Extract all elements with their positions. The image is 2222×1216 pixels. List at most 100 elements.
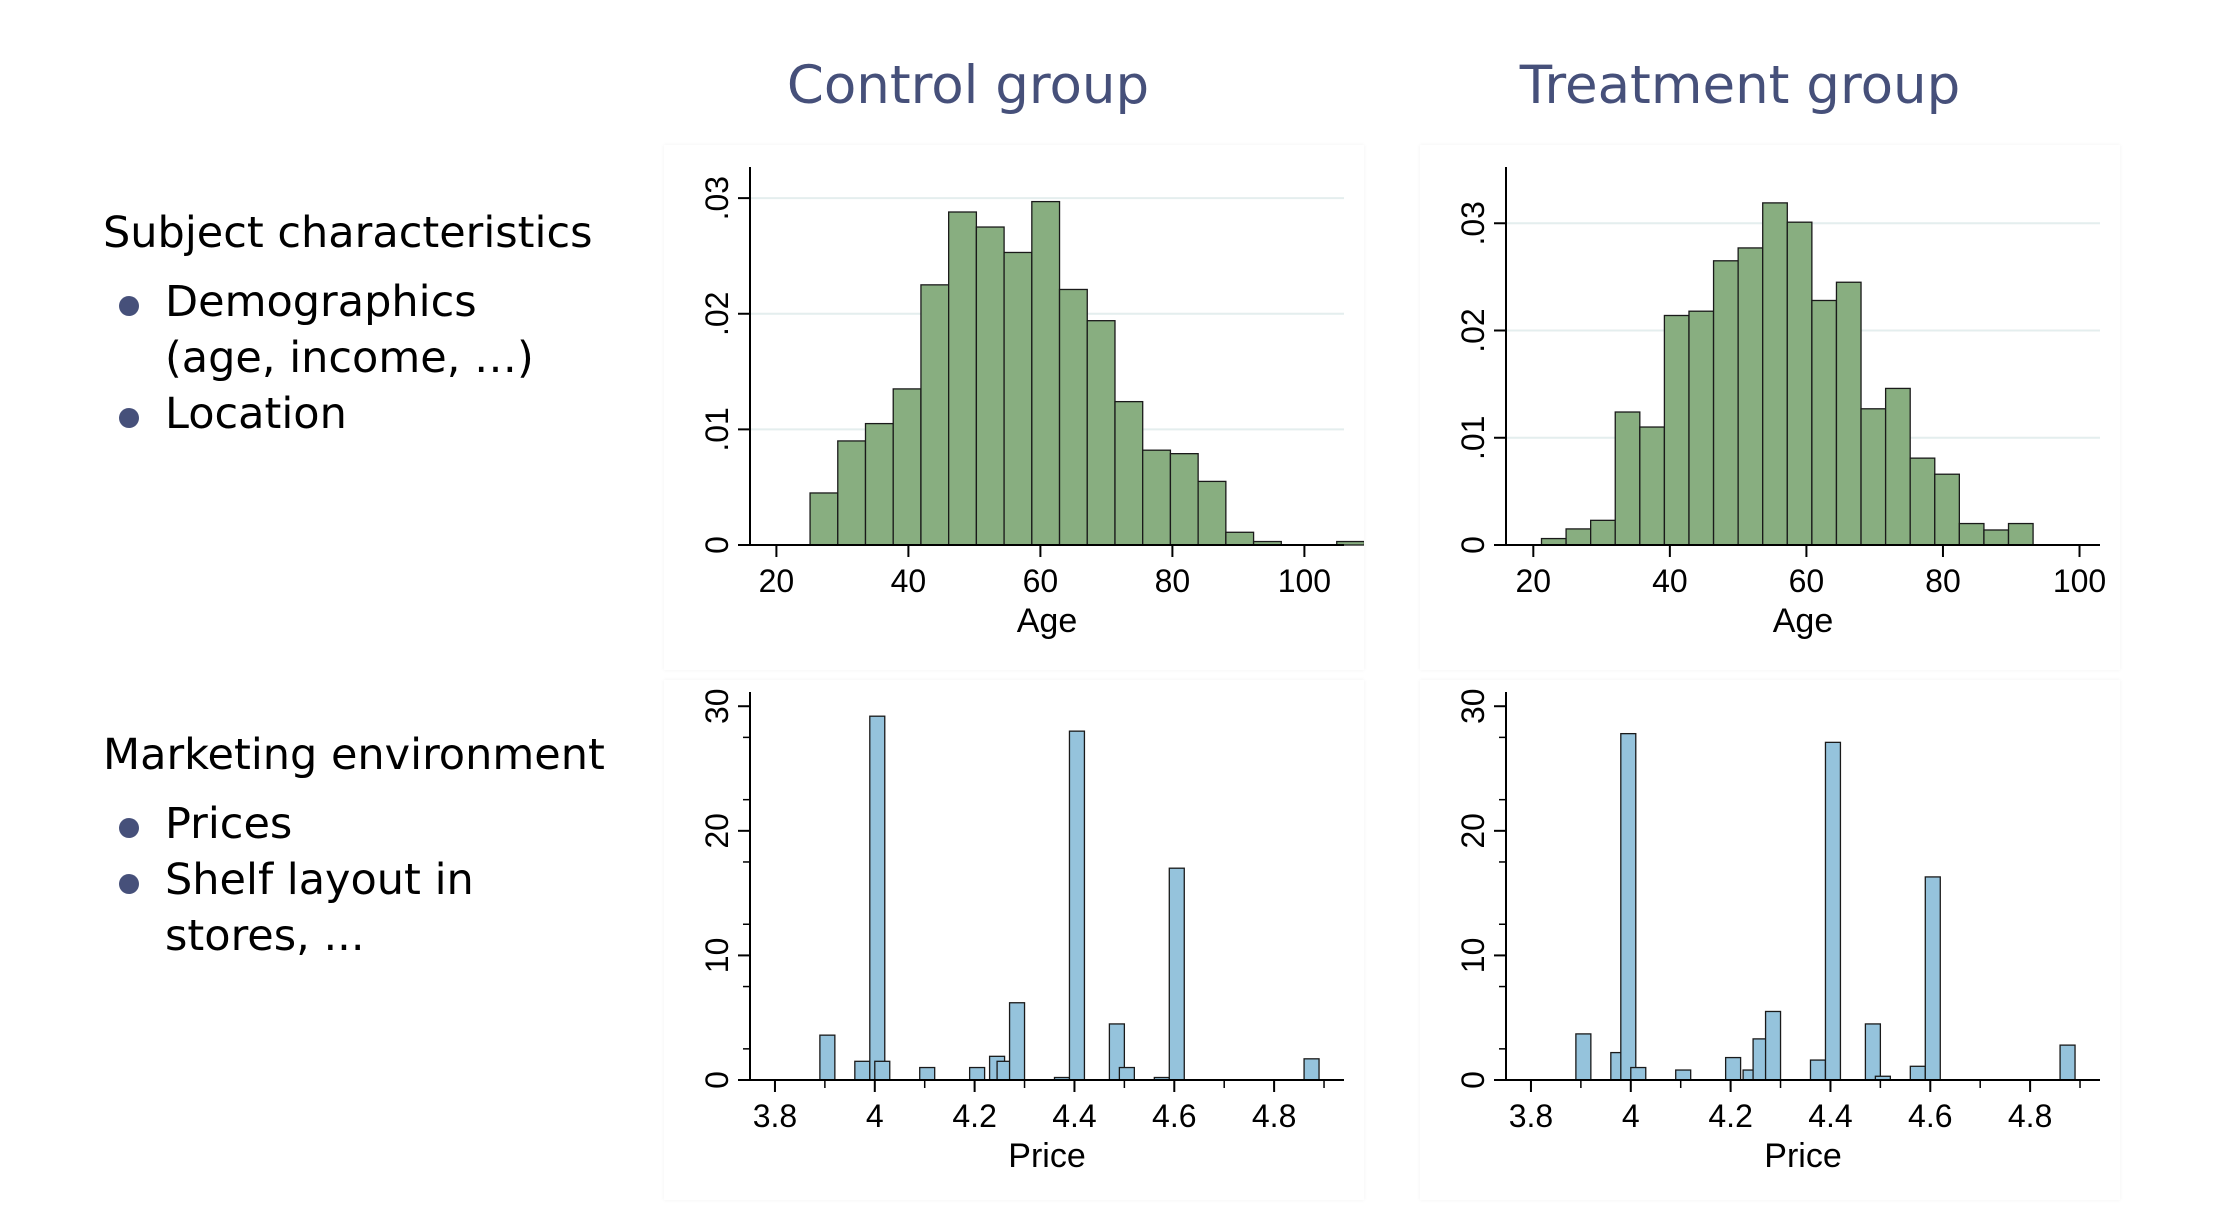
y-tick-label: .02: [699, 292, 735, 336]
x-tick-label: 3.8: [1509, 1098, 1553, 1134]
x-tick-label: 4.6: [1908, 1098, 1952, 1134]
histogram-bar: [1639, 426, 1666, 546]
histogram-bar: [874, 1060, 891, 1081]
x-tick-label: 60: [1789, 563, 1825, 599]
histogram-bar: [1809, 1059, 1827, 1081]
histogram-bar: [1762, 202, 1788, 546]
histogram-bar: [869, 715, 886, 1081]
x-tick-label: 80: [1155, 563, 1191, 599]
y-tick-label: 10: [1455, 938, 1491, 974]
histogram-bar: [819, 1034, 836, 1081]
histogram-bar: [1724, 1056, 1742, 1081]
histogram-bar: [1688, 310, 1715, 546]
y-tick-label: 20: [1455, 813, 1491, 849]
y-tick-label: 0: [1455, 536, 1491, 554]
subject-characteristics-section: Subject characteristics Demographics (ag…: [103, 208, 593, 442]
histogram-bar: [1958, 522, 1985, 546]
bullet-item: Shelf layout in stores, ...: [103, 852, 505, 964]
histogram-bar: [919, 1066, 936, 1081]
x-axis-label: Price: [1764, 1137, 1841, 1175]
histogram-bar: [1168, 867, 1185, 1081]
x-tick-label: 3.8: [753, 1098, 797, 1134]
histogram-bar: [1169, 453, 1199, 546]
bullet-text: Location: [165, 389, 347, 439]
control-price-panel: 0 10 20 30 3.8 4 4.2 4.4 4.6 4.8 Price: [664, 680, 1364, 1200]
x-tick-label: 20: [759, 563, 795, 599]
y-tick-label: .02: [1455, 308, 1491, 352]
bullet-text: Demographics (age, income, …): [165, 277, 534, 383]
histogram-bar: [1620, 732, 1637, 1081]
bullet-text: Shelf layout in stores, ...: [165, 855, 474, 961]
histogram-bar: [1786, 221, 1813, 546]
x-tick-label: 4: [1622, 1098, 1640, 1134]
treatment-age-histogram: 0 .01 .02 .03 20 40 60 80 100 Age: [1455, 167, 2106, 640]
histogram-bar: [1118, 1066, 1136, 1081]
y-tick-label: 0: [699, 536, 735, 554]
histogram-bar: [1068, 730, 1086, 1081]
bullet-item: Location: [103, 386, 593, 442]
histogram-bar: [2007, 522, 2034, 546]
section-heading: Subject characteristics: [103, 208, 593, 258]
histogram-bar: [1003, 251, 1033, 546]
histogram-bar: [1824, 741, 1842, 1081]
histogram-bar: [1909, 457, 1936, 546]
bullet-dot-icon: [119, 874, 139, 894]
control-price-histogram: 0 10 20 30 3.8 4 4.2 4.4 4.6 4.8 Price: [699, 688, 1344, 1175]
histogram-bar: [1712, 260, 1739, 546]
x-axis-label: Age: [1773, 602, 1834, 640]
histogram-bar: [920, 284, 950, 546]
histogram-bar: [1614, 411, 1641, 546]
histogram-bar: [854, 1060, 871, 1081]
x-tick-label: 4: [866, 1098, 884, 1134]
control-age-histogram: 0 .01 .02 .03 20 40 60 80 100 Age: [699, 167, 1366, 640]
treatment-group-title: Treatment group: [1519, 55, 1961, 116]
x-tick-label: 80: [1925, 563, 1961, 599]
x-tick-label: 40: [1652, 563, 1688, 599]
treatment-price-histogram: 0 10 20 30 3.8 4 4.2 4.4 4.6 4.8 Price: [1455, 688, 2100, 1175]
bullet-item: Prices: [103, 796, 605, 852]
y-tick-label: 30: [699, 688, 735, 724]
histogram-bar: [837, 440, 867, 546]
histogram-bar: [892, 388, 922, 546]
histogram-bar: [968, 1066, 986, 1081]
histogram-bar: [1225, 531, 1255, 546]
histogram-bar: [1630, 1066, 1647, 1081]
x-tick-label: 4.2: [1708, 1098, 1752, 1134]
histogram-bar: [1031, 200, 1061, 546]
histogram-bar: [1860, 408, 1887, 546]
histogram-bar: [1864, 1023, 1882, 1081]
x-axis-label: Age: [1017, 602, 1078, 640]
y-tick-label: 20: [699, 813, 735, 849]
histogram-bar: [809, 492, 839, 546]
marketing-environment-section: Marketing environment Prices Shelf layou…: [103, 730, 605, 964]
histogram-bar: [1590, 519, 1616, 546]
histogram-bar: [1575, 1033, 1592, 1081]
histogram-bar: [1884, 387, 1911, 546]
treatment-price-panel: 0 10 20 30 3.8 4 4.2 4.4 4.6 4.8 Price: [1420, 680, 2120, 1200]
x-tick-label: 20: [1516, 563, 1552, 599]
histogram-bar: [1197, 480, 1227, 546]
x-tick-label: 4.2: [952, 1098, 996, 1134]
histogram-bar: [1008, 1002, 1026, 1081]
histogram-bar: [948, 211, 978, 546]
x-tick-label: 60: [1023, 563, 1059, 599]
histogram-bar: [1058, 288, 1088, 546]
y-tick-label: 0: [699, 1071, 735, 1089]
x-tick-label: 100: [2053, 563, 2106, 599]
histogram-bar: [1983, 529, 2010, 546]
y-tick-label: .01: [699, 407, 735, 451]
x-axis-label: Price: [1008, 1137, 1085, 1175]
histogram-bar: [1835, 281, 1862, 546]
treatment-age-panel: 0 .01 .02 .03 20 40 60 80 100 Age: [1420, 145, 2120, 670]
y-tick-label: .01: [1455, 416, 1491, 460]
control-age-panel: 0 .01 .02 .03 20 40 60 80 100 Age: [664, 145, 1366, 670]
y-tick-label: .03: [699, 176, 735, 220]
section-heading: Marketing environment: [103, 730, 605, 780]
histogram-bar: [1303, 1058, 1320, 1081]
x-tick-label: 4.6: [1152, 1098, 1196, 1134]
histogram-bar: [864, 422, 894, 546]
bullet-dot-icon: [119, 296, 139, 316]
bullet-dot-icon: [119, 408, 139, 428]
x-tick-label: 40: [891, 563, 927, 599]
histogram-bar: [1142, 449, 1172, 546]
